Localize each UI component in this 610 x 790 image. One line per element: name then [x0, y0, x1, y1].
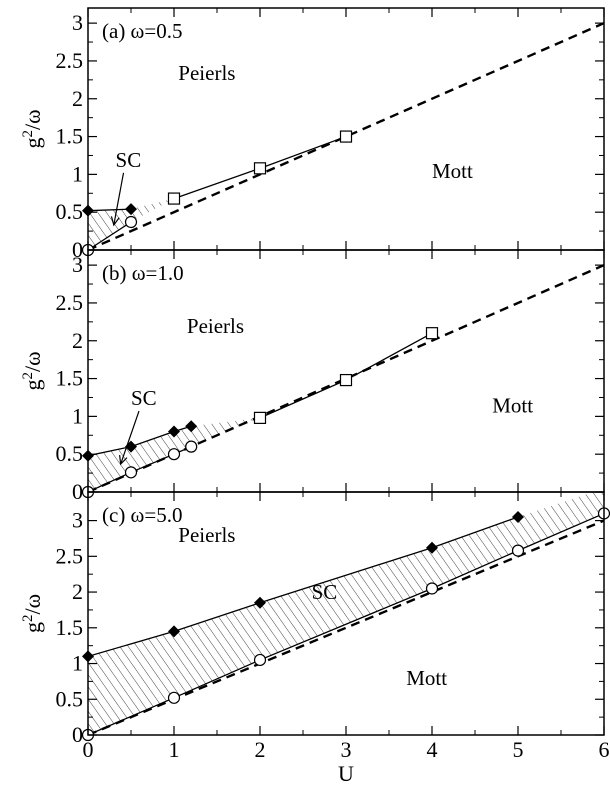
y-axis-label: g2/ω: [20, 594, 45, 633]
dashed-boundary-line: [88, 22, 604, 250]
circle-marker: [124, 466, 138, 479]
y-tick-label: 3: [72, 10, 83, 35]
circle-marker: [425, 582, 439, 595]
y-tick-label: 3: [72, 252, 83, 277]
y-tick-label: 2.5: [56, 48, 84, 73]
series-line: [88, 425, 192, 457]
x-tick-label: 4: [427, 737, 438, 762]
square-marker: [253, 411, 267, 424]
series-line: [88, 208, 132, 212]
diamond-marker: [168, 625, 180, 638]
circle-marker: [253, 653, 267, 667]
x-tick-label: 5: [513, 737, 524, 762]
region-label-sc: SC: [131, 386, 157, 410]
y-tick-label: 0.5: [56, 686, 84, 711]
circle-marker: [511, 544, 525, 557]
y-axis-label: g2/ω: [20, 351, 45, 390]
y-tick-label: 2: [72, 86, 83, 111]
square-marker: [339, 373, 353, 387]
sc-hatched-region: [88, 492, 604, 735]
y-tick-label: 0: [72, 237, 83, 262]
series-line: [88, 512, 604, 735]
sc-arrow-line: [113, 172, 125, 226]
region-label-peierls: Peierls: [178, 61, 235, 85]
y-tick-label: 0.5: [56, 441, 84, 466]
y-tick-label: 2: [72, 328, 83, 353]
y-tick-label: 3: [72, 508, 83, 533]
x-axis-label: U: [338, 761, 354, 786]
y-tick-label: 1.5: [56, 615, 84, 640]
y-axis-label: g2/ω: [20, 109, 45, 148]
circle-marker: [167, 691, 181, 704]
chart-panel: 0 0.5 1 1.5 2 2.5 3 g2/ω (b) ω=1.0 Peierls Mott SC: [20, 249, 605, 504]
sc-arrow-line: [120, 410, 140, 465]
region-label-mott: Mott: [406, 666, 447, 690]
y-tick-label: 0.5: [56, 199, 84, 224]
y-tick-label: 2.5: [56, 543, 84, 568]
circle-marker: [124, 215, 138, 229]
y-tick-label: 2: [72, 579, 83, 604]
y-tick-label: 0: [72, 479, 83, 504]
region-label-mott: Mott: [432, 159, 473, 183]
diamond-marker: [426, 541, 438, 554]
panel-label: (a) ω=0.5: [102, 19, 182, 43]
chart-panel: 0 0.5 1 1.5 2 2.5 3 0 1 2 3 4 5 6 g2/ω U (c) ω=5.0Peierl…: [20, 491, 610, 786]
diamond-marker: [512, 511, 524, 524]
y-tick-label: 1.5: [56, 124, 84, 149]
sc-hatched-region: [88, 198, 174, 250]
square-marker: [425, 327, 439, 340]
square-marker: [167, 192, 181, 205]
circle-marker: [185, 440, 198, 453]
sc-arrow-head: [110, 216, 120, 227]
y-tick-label: 1.5: [56, 366, 84, 391]
x-tick-label: 0: [83, 737, 94, 762]
x-tick-label: 1: [169, 737, 180, 762]
region-label-sc: SC: [116, 148, 142, 172]
x-tick-label: 2: [255, 737, 266, 762]
x-tick-label: 3: [341, 737, 352, 762]
series-line: [88, 221, 132, 250]
sc-arrow-head: [119, 455, 128, 466]
chart-panel: 0 0.5 1 1.5 2 2.5 3 g2/ω (a) ω=0.5 Peierls Mott SC: [20, 7, 605, 262]
region-label-peierls: Peierls: [187, 314, 244, 338]
diamond-marker: [125, 203, 137, 216]
plot-frame: [87, 7, 605, 251]
region-label-mott: Mott: [492, 394, 533, 418]
panel-label: (b) ω=1.0: [102, 261, 184, 285]
y-tick-label: 1: [72, 403, 83, 428]
diamond-marker: [168, 425, 180, 438]
dashed-boundary-line: [88, 519, 604, 735]
y-tick-label: 1: [72, 161, 83, 186]
region-label-peierls: Peierls: [178, 523, 235, 547]
square-marker: [253, 162, 267, 175]
y-tick-label: 1: [72, 651, 83, 676]
diamond-marker: [185, 420, 198, 433]
y-tick-label: 0: [72, 722, 83, 747]
y-tick-label: 2.5: [56, 290, 84, 315]
x-tick-label: 6: [599, 737, 610, 762]
panel-label: (c) ω=5.0: [102, 503, 182, 527]
diamond-marker: [254, 596, 266, 609]
region-label-sc: SC: [312, 580, 338, 604]
circle-marker: [167, 448, 181, 461]
square-marker: [339, 130, 353, 143]
